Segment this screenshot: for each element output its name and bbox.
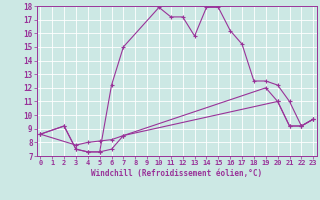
X-axis label: Windchill (Refroidissement éolien,°C): Windchill (Refroidissement éolien,°C) (91, 169, 262, 178)
